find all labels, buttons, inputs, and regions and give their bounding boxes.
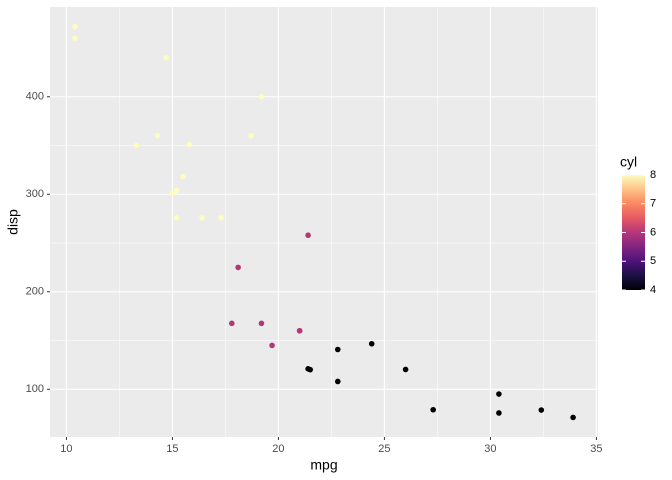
x-axis-label: mpg xyxy=(310,457,337,473)
point xyxy=(169,190,176,197)
x-tick-label: 35 xyxy=(590,443,602,455)
point xyxy=(235,264,241,271)
point xyxy=(334,378,341,385)
point xyxy=(173,215,180,221)
point xyxy=(248,132,254,139)
point xyxy=(180,173,186,180)
x-tick-label: 25 xyxy=(378,443,390,455)
point xyxy=(133,142,140,149)
point xyxy=(269,342,275,349)
x-tick-label: 10 xyxy=(60,443,72,455)
point xyxy=(430,406,436,413)
point xyxy=(258,320,265,327)
point xyxy=(154,132,161,139)
x-tick-label: 15 xyxy=(166,443,178,455)
colorbar-label: 7 xyxy=(650,198,656,210)
x-tick-label: 30 xyxy=(484,443,496,455)
y-tick-label: 200 xyxy=(26,286,44,298)
y-tick-label: 300 xyxy=(26,188,44,200)
panel-background xyxy=(50,7,598,437)
point xyxy=(368,340,375,347)
y-tick-label: 100 xyxy=(26,383,44,395)
point xyxy=(402,366,409,373)
point xyxy=(163,54,169,61)
point xyxy=(72,23,78,30)
point xyxy=(305,365,311,372)
point xyxy=(199,215,205,221)
point xyxy=(72,35,78,42)
point xyxy=(538,407,545,413)
legend-title: cyl xyxy=(620,154,637,170)
point xyxy=(305,232,311,239)
point xyxy=(173,187,180,194)
point xyxy=(334,346,341,353)
point xyxy=(258,93,265,100)
point xyxy=(186,141,193,148)
colorbar-label: 8 xyxy=(650,169,656,181)
point xyxy=(218,215,224,221)
colorbar-label: 5 xyxy=(650,255,656,267)
point xyxy=(228,320,235,327)
x-tick-label: 20 xyxy=(272,443,284,455)
point xyxy=(570,414,576,421)
y-axis-label: disp xyxy=(5,209,21,235)
colorbar xyxy=(622,175,645,290)
point xyxy=(496,391,502,397)
point xyxy=(296,327,303,334)
colorbar-label: 4 xyxy=(650,284,656,296)
colorbar-label: 6 xyxy=(650,226,656,238)
y-tick-label: 400 xyxy=(26,91,44,103)
point xyxy=(496,410,502,416)
